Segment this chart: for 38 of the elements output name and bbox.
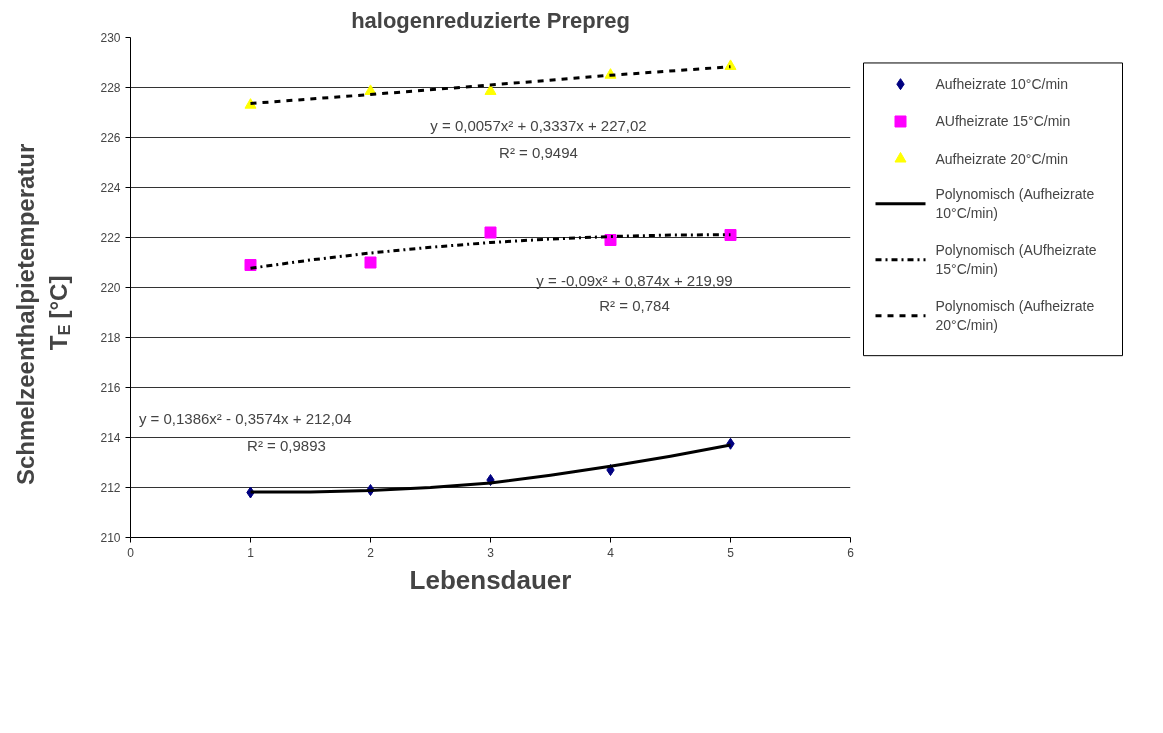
point [604, 234, 617, 246]
annotation: R² = 0,784 [599, 296, 670, 314]
chart-title: halogenreduzierte Prepreg [351, 7, 630, 33]
x-tick-label: 2 [367, 545, 375, 560]
annotation: y = 0,1386x² - 0,3574x + 212,04 [138, 410, 352, 428]
point [724, 59, 737, 70]
y-tick-label: 210 [100, 531, 121, 545]
x-tick-label: 5 [727, 545, 735, 560]
x-tick-label: 6 [847, 545, 855, 560]
y-tick-label: 220 [100, 281, 121, 295]
legend-label: AUfheizrate 15°C/min [935, 113, 1071, 130]
x-tick-label: 1 [247, 545, 255, 560]
annotation: y = -0,09x² + 0,874x + 219,99 [536, 271, 733, 289]
y-tick-label: 226 [100, 131, 121, 145]
y-tick-label: 216 [100, 381, 121, 395]
y-tick-label: 230 [100, 31, 121, 45]
legend-label: Aufheizrate 10°C/min [935, 76, 1068, 93]
x-tick-label: 4 [607, 545, 615, 560]
annotation: R² = 0,9893 [247, 436, 326, 454]
x-tick-label: 0 [127, 545, 135, 560]
point [724, 229, 737, 241]
x-tick-label: 3 [487, 545, 495, 560]
y-tick-label: 228 [100, 81, 121, 95]
y-tick-label: 212 [100, 481, 121, 495]
y-tick-label: 218 [100, 331, 121, 345]
y-tick-label: 224 [100, 181, 121, 195]
y-tick-label: 222 [100, 231, 121, 245]
point [364, 256, 377, 269]
x-axis-title: Lebensdauer [409, 564, 572, 595]
legend-label: Polynomisch (Aufheizrate 10°C/min) [935, 186, 1095, 222]
point [484, 84, 497, 95]
y-tick-label: 214 [100, 431, 121, 445]
legend-label: Polynomisch (Aufheizrate 20°C/min) [935, 298, 1095, 334]
legend-label: Aufheizrate 20°C/min [935, 150, 1068, 167]
legend-label: Polynomisch (AUfheizrate 15°C/min) [935, 242, 1097, 278]
point [484, 226, 497, 239]
annotation: y = 0,0057x² + 0,3337x + 227,02 [430, 116, 647, 134]
annotation: R² = 0,9494 [499, 144, 578, 161]
